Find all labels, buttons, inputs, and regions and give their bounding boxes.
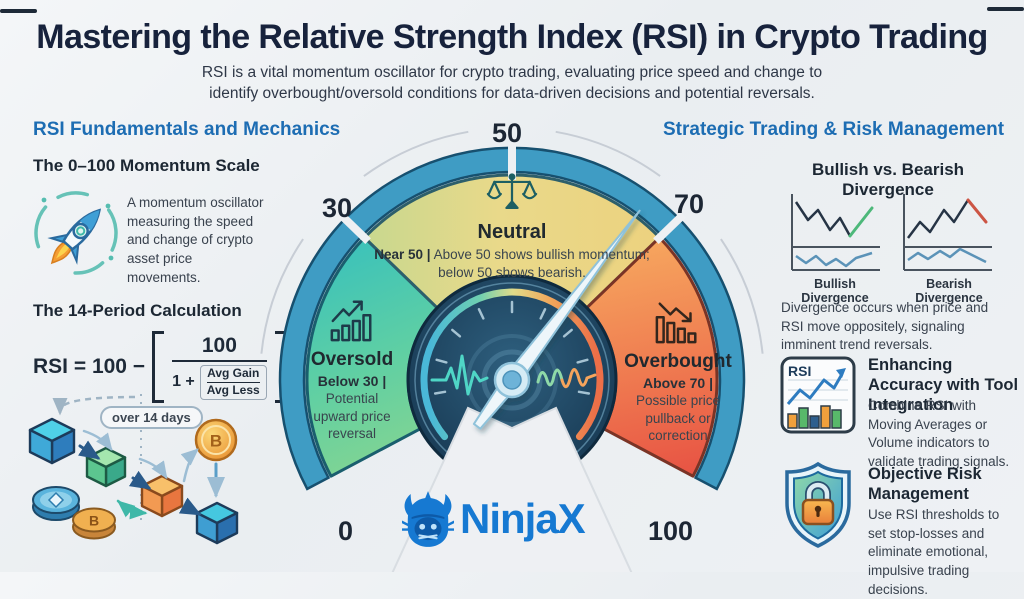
crypto-cube-blue-1 [28,417,76,465]
oversold-threshold: Below 30 | [317,373,387,389]
ethereum-coin-icon [32,486,80,521]
fraction-line [172,360,267,362]
bearish-divergence-chart [903,194,992,271]
gauge-oversold-block: Oversold Below 30 | Potential upward pri… [292,296,412,443]
momentum-scale-text: A momentum oscillator measuring the spee… [127,195,264,285]
formula-numerator: 100 [201,334,237,357]
gauge-label-50: 50 [492,118,523,148]
bitcoin-coin-bronze-icon: B [72,507,116,540]
gauge-label-100: 100 [648,516,694,546]
crypto-flow-arrows [78,429,225,520]
formula-denominator-prefix: 1 + [172,373,195,391]
rsi-tool-icon: RSI [780,356,856,434]
svg-text:B: B [210,432,222,451]
gain-loss-fraction: Avg Gain Avg Less [199,365,267,400]
neutral-threshold: Near 50 | [374,247,431,262]
gauge-rim [278,146,746,491]
left-section-header: RSI Fundamentals and Mechanics [33,119,341,140]
dial-waveform-left [430,354,489,396]
brand-name: NinjaX [460,495,586,542]
rocket-icon [34,191,118,275]
rsi-icon-label: RSI [788,363,811,379]
overbought-threshold: Above 70 | [642,375,714,391]
subtitle-line-2: identify overbought/oversold conditions … [209,84,815,102]
ninja-helmet-icon [402,491,454,547]
brand-logo: NinjaX [402,490,586,548]
tools-title: Enhancing Accuracy with Tool Integration [868,356,1019,415]
top-left-accent-line [0,9,37,13]
bearish-bars-icon [655,302,697,344]
period-pill: over 14 days [100,406,203,429]
neutral-description: Above 50 shows bullish momentum; below 5… [433,247,650,280]
gauge-label-0: 0 [338,516,354,546]
bullish-bars-icon [330,300,372,342]
right-section-header: Strategic Trading & Risk Management [663,119,1005,140]
divergence-text: Divergence occurs when price and RSI mov… [781,300,989,353]
oversold-title: Oversold [310,349,394,370]
mini-fraction-line [206,381,260,383]
shield-lock-icon [785,461,851,548]
divergence-title: Bullish vs. Bearish Divergence [811,160,965,199]
rsi-gauge [260,130,764,572]
gauge-outer-guide-arcs [260,130,764,354]
gauge-needle [472,209,641,430]
formula-bracket-left [152,331,165,403]
gauge-overbought-block: Overbought Above 70 | Possible price pul… [613,298,743,445]
risk-title: Objective Risk Management [868,465,982,504]
gauge-neutral-block: Neutral Near 50 | Above 50 shows bullish… [372,172,652,281]
dial-waveform-green [536,368,564,387]
dial-ticks [433,300,591,395]
tools-text: Combine RSI with Moving Averages or Volu… [868,398,1010,469]
gauge-bottom-wedge [391,406,633,572]
crypto-cube-blue-2 [195,501,239,545]
left-decor-layer: B B [28,191,239,545]
overbought-title: Overbought [624,351,732,372]
risk-text: Use RSI thresholds to set stop-losses an… [868,507,1000,597]
calculation-title: The 14-Period Calculation [33,301,242,320]
avg-loss-label: Avg Less [206,382,260,397]
svg-text:B: B [89,513,99,529]
formula-lhs: RSI = 100 − [33,354,146,378]
subtitle-line-1: RSI is a vital momentum oscillator for c… [201,64,823,81]
oversold-description: Potential upward price reversal [313,391,391,442]
neutral-title: Neutral [477,221,547,243]
top-right-accent-line [987,7,1024,11]
formula-connector-dashed [52,395,136,416]
bearish-divergence-label: Bearish Divergence [915,277,983,305]
momentum-scale-title: The 0–100 Momentum Scale [33,156,260,175]
page-title: Mastering the Relative Strength Index (R… [36,18,988,56]
dial-waveform-orange [560,368,597,389]
gauge-label-30: 30 [322,193,353,223]
bullish-divergence-label: Bullish Divergence [801,277,869,305]
avg-gain-label: Avg Gain [207,366,260,380]
gauge-label-70: 70 [674,189,705,219]
formula-fraction: 100 1 + Avg Gain Avg Less [164,331,275,403]
overbought-description: Possible price pullback or correction [635,393,721,444]
bitcoin-coin-gold-icon: B [194,418,238,462]
page-subtitle: RSI is a vital momentum oscillator for c… [192,63,832,105]
bullish-divergence-chart [791,194,880,271]
balance-scale-icon [486,173,538,210]
